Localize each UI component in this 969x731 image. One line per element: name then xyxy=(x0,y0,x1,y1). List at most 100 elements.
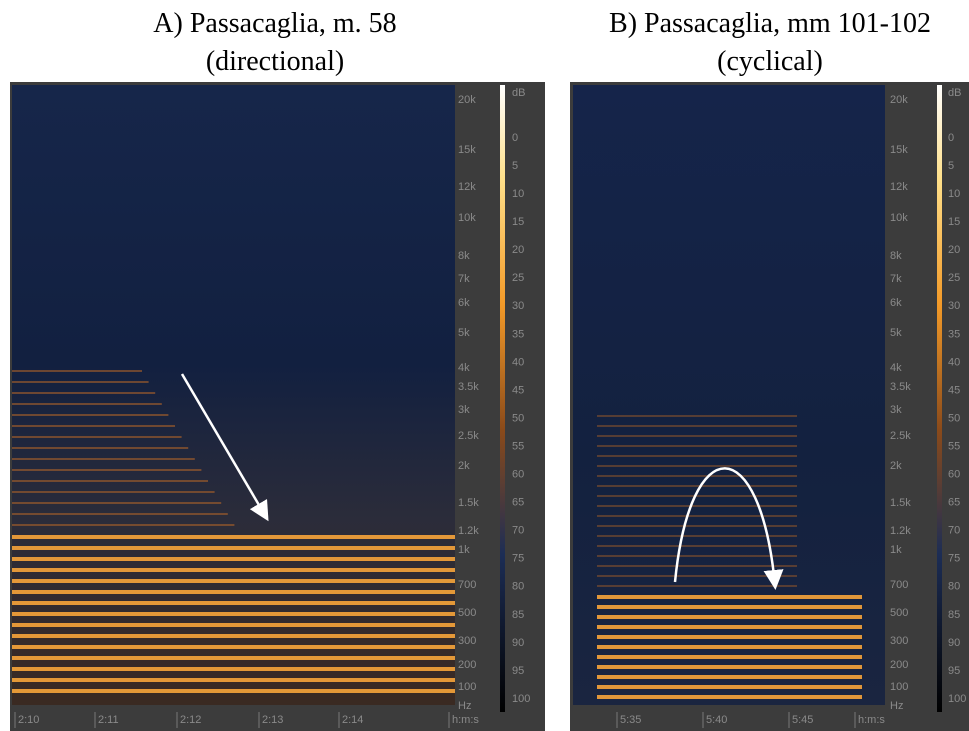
freq-label: 4k xyxy=(458,362,470,374)
harmonic xyxy=(597,665,862,669)
spectrogram xyxy=(573,85,885,705)
db-label: 50 xyxy=(512,412,524,424)
harmonic xyxy=(597,495,797,497)
freq-label: 500 xyxy=(890,607,908,619)
harmonic xyxy=(597,575,797,577)
freq-label: 1.2k xyxy=(458,525,479,537)
db-label: 90 xyxy=(948,637,960,649)
freq-label: 200 xyxy=(458,659,476,671)
db-label: 70 xyxy=(948,525,960,537)
harmonic xyxy=(12,546,455,550)
db-label: 55 xyxy=(512,440,524,452)
freq-label: 300 xyxy=(458,635,476,647)
time-label: 2:13 xyxy=(262,714,283,726)
db-label: 30 xyxy=(512,300,524,312)
harmonic xyxy=(12,392,156,394)
harmonic xyxy=(597,425,797,427)
freq-label: 1.2k xyxy=(890,525,911,537)
harmonic xyxy=(12,458,195,460)
harmonic xyxy=(597,545,797,547)
harmonic xyxy=(12,579,455,583)
db-label: 35 xyxy=(512,328,524,340)
time-label: 2:10 xyxy=(18,714,39,726)
harmonic xyxy=(597,555,797,557)
harmonic xyxy=(597,605,862,609)
db-label: 70 xyxy=(512,525,524,537)
freq-label: 3k xyxy=(890,404,902,416)
harmonic xyxy=(597,505,797,507)
harmonic xyxy=(12,590,455,594)
time-label: 5:35 xyxy=(620,714,641,726)
db-label: 30 xyxy=(948,300,960,312)
harmonic xyxy=(12,436,182,438)
harmonic xyxy=(597,465,797,467)
harmonic xyxy=(597,675,862,679)
db-label: 80 xyxy=(948,581,960,593)
harmonic xyxy=(597,635,862,639)
time-label: 5:45 xyxy=(792,714,813,726)
harmonic xyxy=(12,524,235,526)
freq-label: 3.5k xyxy=(458,381,479,393)
db-label: 90 xyxy=(512,637,524,649)
panels: A) Passacaglia, m. 58 (directional) 20k 15k… xyxy=(10,8,969,731)
harmonic xyxy=(12,623,455,627)
freq-label: 3k xyxy=(458,404,470,416)
freq-label: 5k xyxy=(458,327,470,339)
freq-label: 2.5k xyxy=(890,430,911,442)
db-label: 5 xyxy=(512,160,518,172)
freq-label: 15k xyxy=(890,144,908,156)
db-label: 60 xyxy=(512,469,524,481)
panel: B) Passacaglia, mm 101-102 (cyclical) 20k 1… xyxy=(570,8,969,731)
harmonic xyxy=(597,685,862,689)
time-label: 2:14 xyxy=(342,714,363,726)
db-label: 75 xyxy=(512,553,524,565)
freq-label: 10k xyxy=(458,212,476,224)
harmonic xyxy=(12,557,455,561)
panel-title: (directional) xyxy=(206,46,344,77)
freq-label: 500 xyxy=(458,607,476,619)
time-label: 2:11 xyxy=(98,714,119,726)
panel: A) Passacaglia, m. 58 (directional) 20k 15k… xyxy=(10,8,545,731)
harmonic xyxy=(12,425,175,427)
db-label: 75 xyxy=(948,553,960,565)
harmonic xyxy=(597,585,797,587)
harmonic xyxy=(597,435,797,437)
harmonic xyxy=(597,655,862,659)
arrow xyxy=(180,373,269,522)
freq-label: 100 xyxy=(890,681,908,693)
db-label: 20 xyxy=(948,244,960,256)
db-label: 40 xyxy=(512,356,524,368)
harmonic xyxy=(597,445,797,447)
freq-label: 1.5k xyxy=(458,497,479,509)
panel-title: A) Passacaglia, m. 58 xyxy=(153,8,396,39)
db-label: 80 xyxy=(512,581,524,593)
freq-label: 6k xyxy=(890,297,902,309)
db-label: 50 xyxy=(948,412,960,424)
harmonic xyxy=(12,667,455,671)
db-label: 85 xyxy=(948,609,960,621)
freq-label: 200 xyxy=(890,659,908,671)
db-label: 95 xyxy=(512,665,524,677)
db-label: 10 xyxy=(512,188,524,200)
db-label: 100 xyxy=(512,693,530,705)
freq-label: 12k xyxy=(458,181,476,193)
freq-label: 100 xyxy=(458,681,476,693)
time-label: h:m:s xyxy=(452,714,479,726)
freq-label: 2k xyxy=(890,460,902,472)
harmonic xyxy=(597,565,797,567)
freq-label: 1k xyxy=(890,544,902,556)
freq-label: 6k xyxy=(458,297,470,309)
harmonic xyxy=(597,485,797,487)
db-label: 20 xyxy=(512,244,524,256)
harmonic xyxy=(12,414,169,416)
db-label: 95 xyxy=(948,665,960,677)
arrow xyxy=(673,467,784,590)
db-label: 0 xyxy=(512,132,518,144)
freq-label: 1k xyxy=(458,544,470,556)
db-label: 100 xyxy=(948,693,966,705)
time-label: 5:40 xyxy=(706,714,727,726)
harmonic xyxy=(597,695,862,699)
harmonic xyxy=(12,612,455,616)
db-label: 5 xyxy=(948,160,954,172)
